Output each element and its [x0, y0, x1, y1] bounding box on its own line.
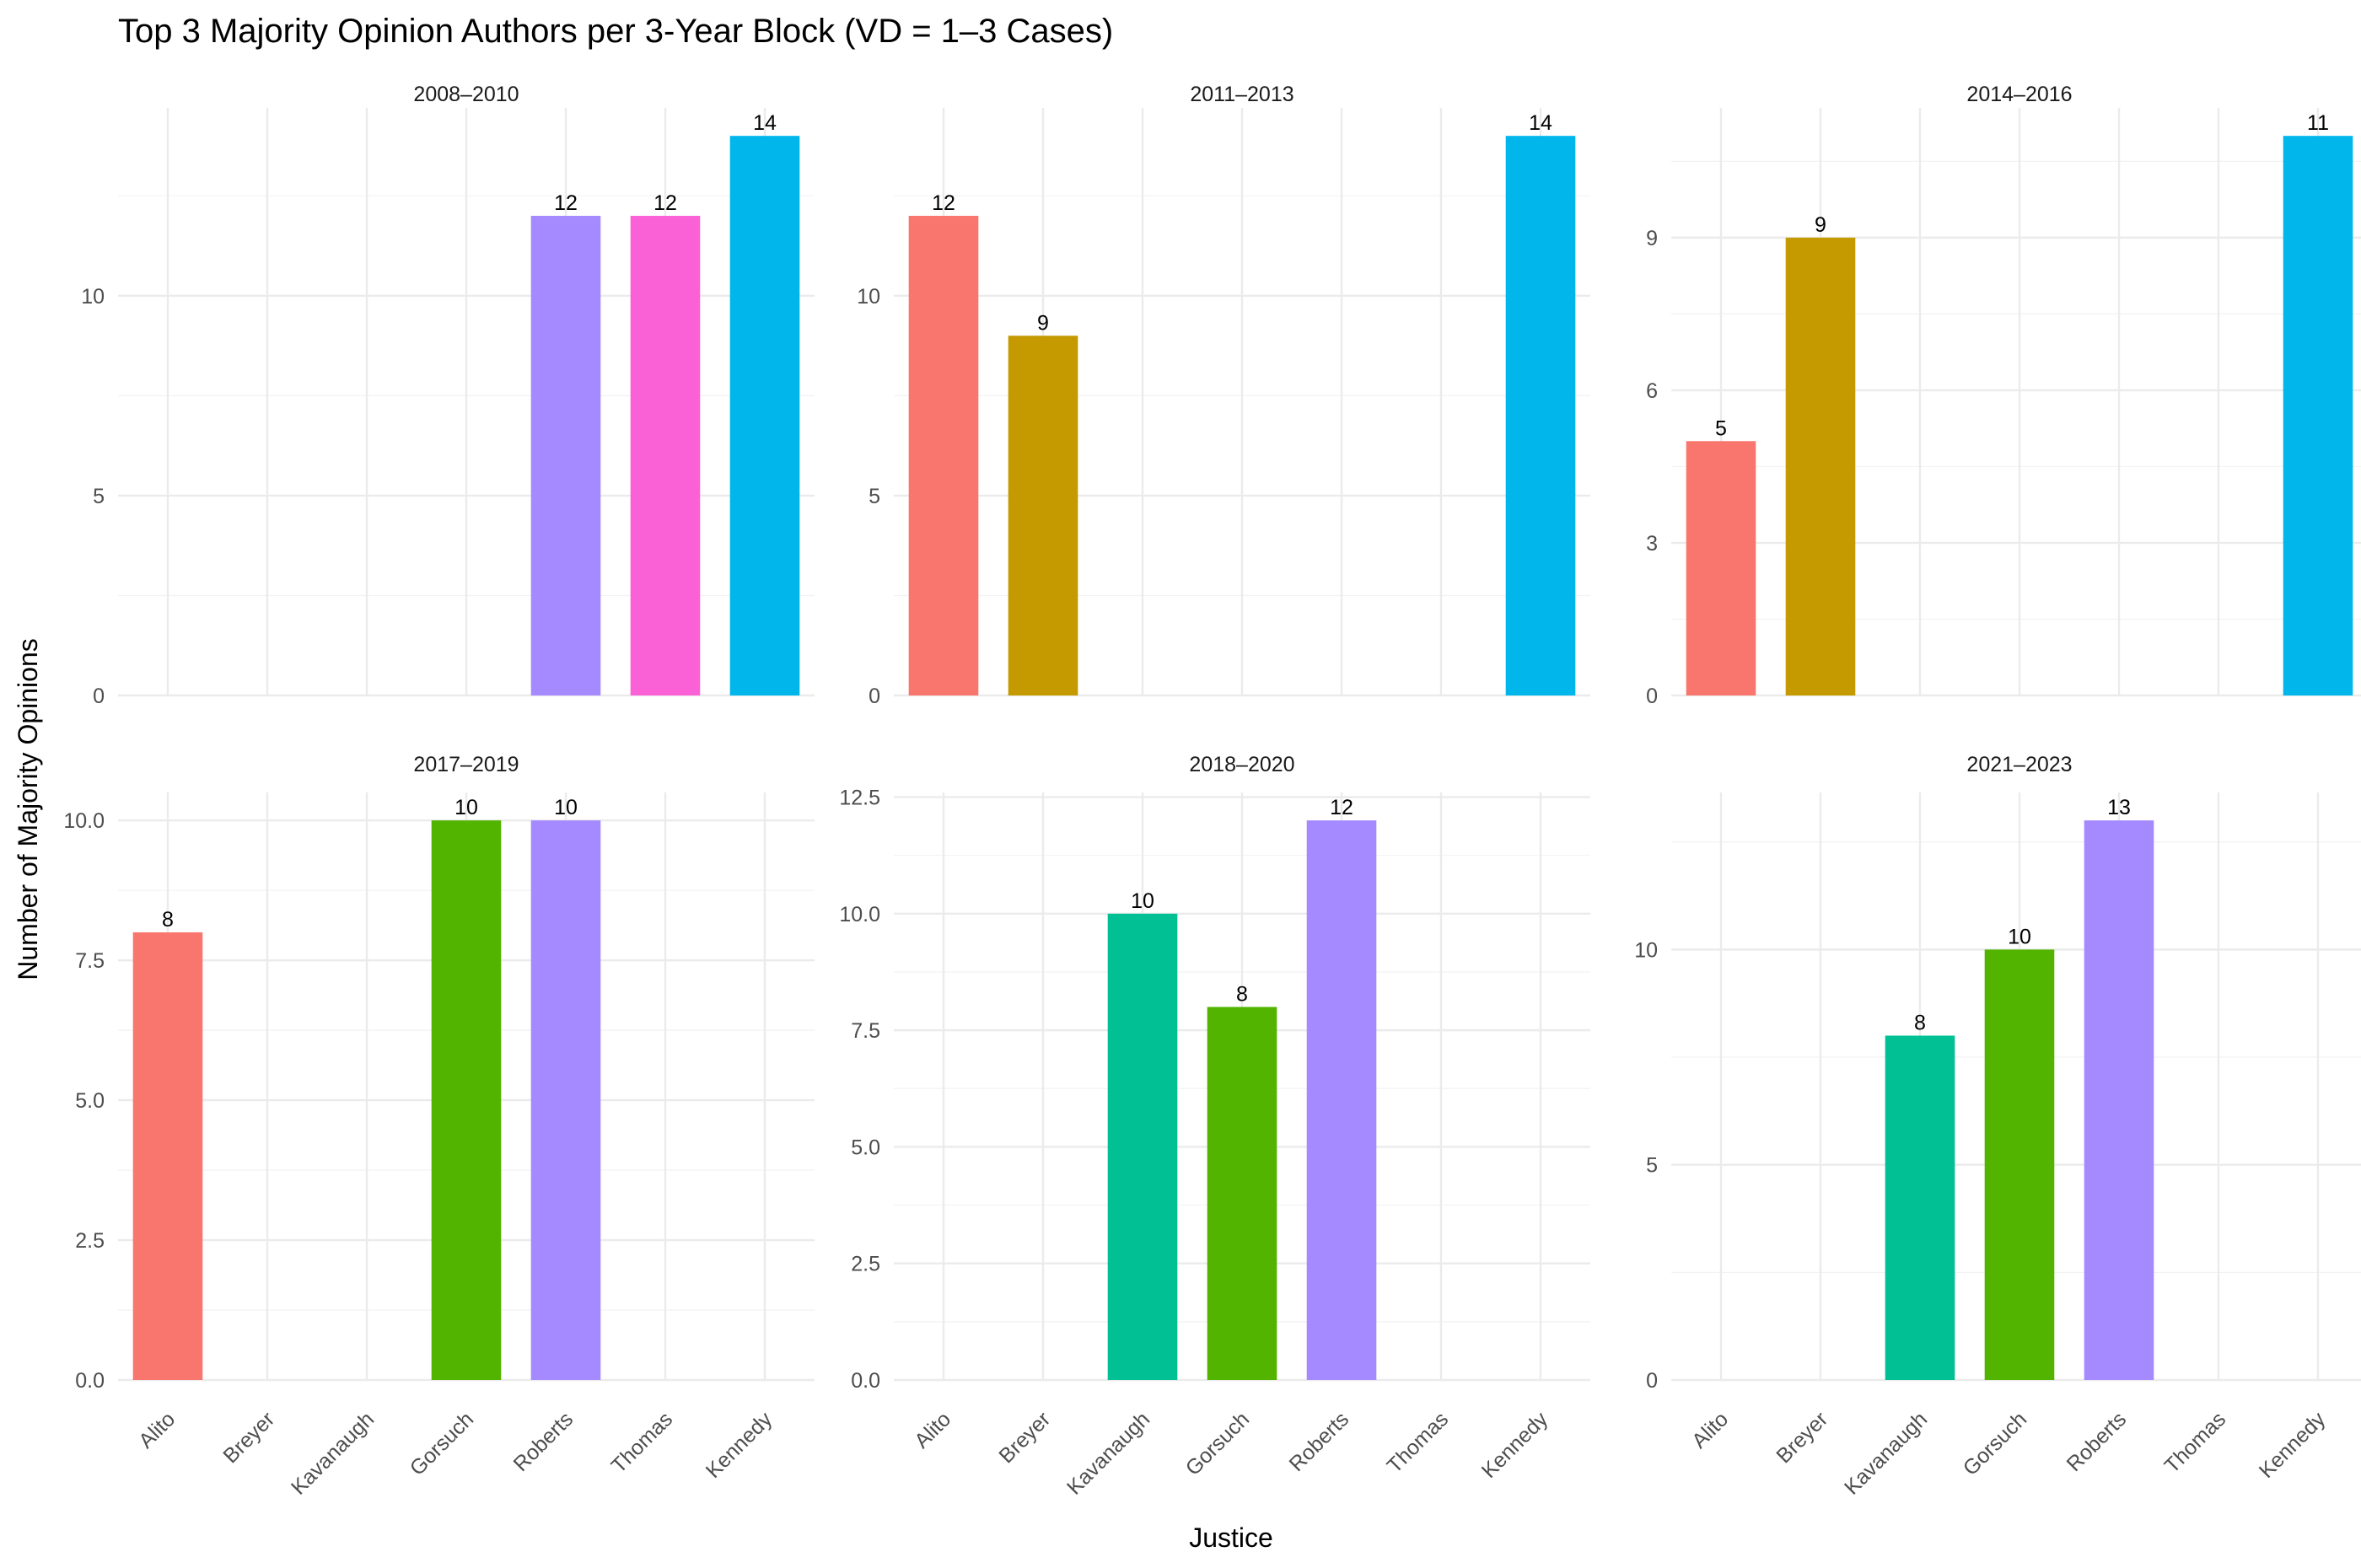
- y-tick-label: 5: [93, 485, 105, 508]
- data-label: 9: [1037, 311, 1049, 335]
- y-tick-label: 12.5: [839, 787, 880, 810]
- data-label: 12: [1330, 796, 1353, 819]
- y-tick-label: 5: [1646, 1154, 1658, 1178]
- x-tick-label: Breyer: [218, 1407, 279, 1468]
- y-tick-label: 0: [869, 685, 880, 708]
- y-tick-label: 9: [1646, 227, 1658, 250]
- bar-kennedy: [2283, 136, 2353, 695]
- x-tick-label: Alito: [910, 1407, 955, 1453]
- y-tick-label: 7.5: [851, 1019, 880, 1043]
- x-tick-label: Roberts: [2063, 1407, 2132, 1476]
- y-tick-label: 10: [1634, 938, 1658, 962]
- x-tick-label: Kennedy: [702, 1407, 777, 1483]
- x-tick-label: Kavanaugh: [1062, 1407, 1154, 1499]
- bar-breyer: [1785, 237, 1856, 695]
- data-label: 11: [2307, 111, 2329, 135]
- chart-title: Top 3 Majority Opinion Authors per 3-Yea…: [118, 13, 1113, 50]
- bar-kennedy: [729, 136, 800, 695]
- facet-panel-3: 2017–2019 0.0 2.5 5.0 7.5 10.0 8 10 10 Alito Breye…: [63, 753, 815, 1500]
- data-label: 8: [162, 908, 174, 932]
- bar-kavanaugh: [1885, 1035, 1955, 1380]
- data-label: 12: [932, 191, 955, 215]
- y-tick-label: 2.5: [75, 1229, 105, 1253]
- x-tick-label: Alito: [134, 1407, 180, 1453]
- y-tick-label: 10.0: [839, 903, 880, 926]
- facet-label: 2021–2023: [1966, 753, 2072, 776]
- y-tick-label: 0: [93, 685, 105, 708]
- facet-panel-4: 2018–2020 0.0 2.5 5.0 7.5 10.0 12.5 10 8 12 Alito B…: [839, 753, 1590, 1500]
- data-label: 12: [554, 191, 578, 215]
- data-label: 14: [753, 111, 777, 135]
- y-tick-label: 0.0: [75, 1369, 105, 1393]
- data-label: 10: [554, 796, 578, 819]
- x-tick-label: Breyer: [1772, 1407, 1832, 1468]
- bar-gorsuch: [1207, 1007, 1277, 1380]
- bar-thomas: [630, 216, 701, 696]
- facet-label: 2011–2013: [1190, 83, 1293, 106]
- y-tick-label: 0.0: [851, 1369, 880, 1393]
- bar-gorsuch: [431, 820, 502, 1380]
- x-tick-label: Kavanaugh: [1840, 1407, 1932, 1499]
- y-tick-label: 5.0: [75, 1089, 105, 1113]
- x-tick-label: Breyer: [994, 1407, 1055, 1468]
- x-tick-label: Kavanaugh: [287, 1407, 379, 1499]
- x-tick-label: Roberts: [509, 1407, 578, 1476]
- x-tick-label: Thomas: [2160, 1407, 2231, 1478]
- y-tick-label: 3: [1646, 532, 1658, 556]
- data-label: 10: [1131, 889, 1154, 913]
- x-tick-label: Gorsuch: [1959, 1407, 2032, 1480]
- bar-breyer: [1008, 336, 1078, 695]
- y-tick-label: 2.5: [851, 1253, 880, 1276]
- y-axis-title: Number of Majority Opinions: [13, 638, 43, 980]
- y-tick-label: 10: [857, 285, 880, 309]
- y-tick-label: 0: [1646, 1369, 1658, 1393]
- y-tick-label: 6: [1646, 379, 1658, 403]
- bar-alito: [1686, 441, 1756, 695]
- data-label: 8: [1914, 1012, 1926, 1035]
- data-label: 9: [1815, 213, 1826, 237]
- y-tick-label: 7.5: [75, 949, 105, 973]
- bar-gorsuch: [1984, 949, 2055, 1380]
- data-label: 10: [454, 796, 478, 819]
- x-tick-label: Thomas: [607, 1407, 678, 1478]
- data-label: 8: [1236, 982, 1248, 1006]
- x-tick-label: Kennedy: [1477, 1407, 1553, 1483]
- x-tick-label: Roberts: [1285, 1407, 1354, 1476]
- x-axis-title: Justice: [1189, 1522, 1273, 1553]
- data-label: 12: [653, 191, 677, 215]
- data-label: 14: [1529, 111, 1552, 135]
- data-label: 10: [2008, 925, 2031, 948]
- y-tick-label: 10.0: [63, 809, 105, 833]
- x-tick-label: Thomas: [1383, 1407, 1454, 1478]
- data-label: 5: [1715, 416, 1727, 440]
- facet-panel-0: 2008–2010 0 5 10 12 12 14: [81, 83, 815, 708]
- bar-roberts: [1306, 820, 1377, 1380]
- facet-panel-2: 2014–2016 0 3 6 9 5 9 11: [1646, 83, 2361, 708]
- bar-alito: [132, 932, 203, 1380]
- bar-roberts: [530, 820, 601, 1380]
- facet-label: 2018–2020: [1189, 753, 1294, 776]
- bar-roberts: [2084, 820, 2154, 1380]
- bar-alito: [908, 216, 979, 696]
- bar-kavanaugh: [1107, 913, 1178, 1380]
- x-tick-label: Gorsuch: [406, 1407, 479, 1480]
- facet-panel-5: 2021–2023 0 5 10 8 10 13 Alito Breyer Kavanaugh Go…: [1634, 753, 2361, 1500]
- facet-label: 2014–2016: [1966, 83, 2072, 106]
- data-label: 13: [2107, 796, 2131, 819]
- facet-label: 2017–2019: [413, 753, 519, 776]
- y-tick-label: 5.0: [851, 1136, 880, 1159]
- y-tick-label: 10: [81, 285, 105, 309]
- x-tick-label: Kennedy: [2255, 1407, 2331, 1483]
- bar-roberts: [530, 216, 601, 696]
- y-tick-label: 0: [1646, 685, 1658, 708]
- x-tick-label: Alito: [1687, 1407, 1733, 1453]
- bar-kennedy: [1505, 136, 1576, 695]
- facet-label: 2008–2010: [413, 83, 519, 106]
- y-tick-label: 5: [869, 485, 880, 508]
- facet-panel-1: 2011–2013 0 5 10 12 9 14: [857, 83, 1590, 708]
- x-tick-label: Gorsuch: [1181, 1407, 1255, 1480]
